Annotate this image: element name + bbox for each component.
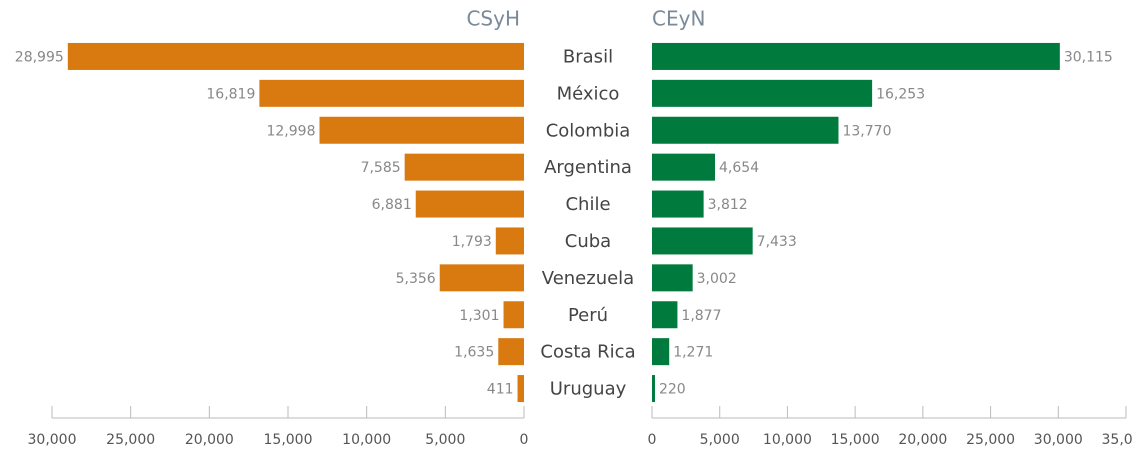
- x-tick-label: 15,000: [831, 432, 880, 448]
- bar: [652, 190, 704, 218]
- bar: [652, 264, 693, 292]
- bar: [652, 116, 839, 144]
- category-label: Perú: [568, 305, 608, 326]
- category-label: Uruguay: [550, 379, 627, 400]
- bar: [652, 338, 670, 366]
- bar: [652, 153, 716, 181]
- value-label: 1,635: [454, 345, 494, 361]
- value-label: 1,793: [452, 234, 492, 250]
- bar: [652, 42, 1060, 70]
- x-tick-label: 20,000: [898, 432, 947, 448]
- value-label: 16,819: [206, 86, 255, 102]
- value-label: 220: [659, 382, 686, 398]
- value-label: 6,881: [372, 197, 412, 213]
- category-label: México: [557, 83, 620, 104]
- x-tick-label: 25,000: [966, 432, 1015, 448]
- bar: [259, 79, 524, 107]
- bar: [498, 338, 524, 366]
- category-label: Costa Rica: [540, 342, 635, 363]
- x-tick-label: 0: [648, 432, 657, 448]
- x-tick-label: 5,000: [700, 432, 740, 448]
- bar: [439, 264, 524, 292]
- bar: [495, 227, 524, 255]
- value-label: 16,253: [876, 86, 925, 102]
- value-label: 1,271: [673, 345, 713, 361]
- value-label: 13,770: [842, 123, 891, 139]
- bar: [319, 116, 524, 144]
- value-label: 411: [487, 382, 514, 398]
- bar: [517, 375, 524, 403]
- bar: [67, 42, 524, 70]
- series-title: CEyN: [652, 7, 705, 31]
- bar: [404, 153, 524, 181]
- bar: [503, 301, 524, 329]
- bar: [652, 79, 873, 107]
- category-label: Colombia: [546, 120, 631, 141]
- bar: [415, 190, 524, 218]
- x-tick-label: 30,000: [1034, 432, 1083, 448]
- bar: [652, 301, 678, 329]
- bar: [652, 227, 753, 255]
- x-tick-label: 0: [520, 432, 529, 448]
- value-label: 4,654: [719, 160, 759, 176]
- x-tick-label: 20,000: [185, 432, 234, 448]
- value-label: 28,995: [15, 49, 64, 65]
- series-title: CSyH: [466, 7, 520, 31]
- bar: [652, 375, 655, 403]
- x-tick-label: 10,000: [763, 432, 812, 448]
- x-tick-label: 10,000: [342, 432, 391, 448]
- category-label: Chile: [565, 194, 610, 215]
- x-tick-label: 30,000: [28, 432, 77, 448]
- value-label: 1,301: [459, 308, 499, 324]
- value-label: 7,585: [361, 160, 401, 176]
- category-label: Brasil: [563, 46, 613, 67]
- category-label: Argentina: [544, 157, 632, 178]
- value-label: 3,812: [708, 197, 748, 213]
- x-tick-label: 5,000: [425, 432, 465, 448]
- x-tick-label: 35,000: [1102, 432, 1132, 448]
- x-tick-label: 15,000: [264, 432, 313, 448]
- category-label: Venezuela: [542, 268, 634, 289]
- value-label: 1,877: [681, 308, 721, 324]
- value-label: 3,002: [697, 271, 737, 287]
- value-label: 5,356: [396, 271, 436, 287]
- value-label: 30,115: [1064, 49, 1113, 65]
- x-tick-label: 25,000: [106, 432, 155, 448]
- value-label: 12,998: [266, 123, 315, 139]
- category-label: Cuba: [565, 231, 611, 252]
- value-label: 7,433: [757, 234, 797, 250]
